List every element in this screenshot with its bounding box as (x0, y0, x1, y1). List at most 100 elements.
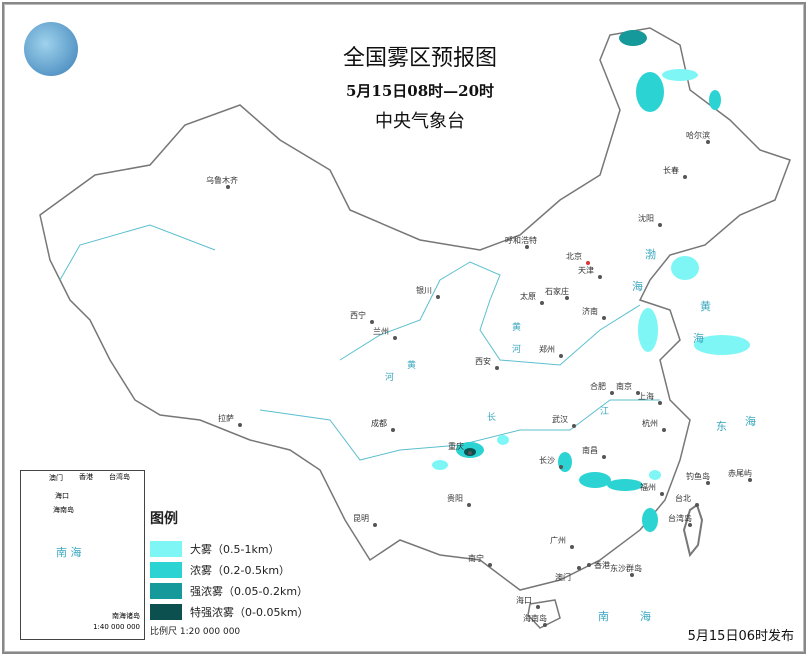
fog-area (636, 72, 664, 112)
city: 东沙群岛 (610, 563, 642, 577)
map-title-block: 全国雾区预报图 5月15日08时—20时 中央气象台 (300, 40, 540, 133)
inset-islands-label: 南海诸岛 (112, 612, 140, 620)
legend: 图例 大雾（0.5-1km） 浓雾（0.2-0.5km） 强浓雾（0.05-0.2k… (150, 508, 309, 637)
legend-item: 大雾（0.5-1km） (150, 538, 309, 559)
city: 乌鲁木齐 (206, 175, 238, 189)
city-dot (543, 623, 547, 627)
city-label: 南京 (616, 381, 632, 391)
city: 合肥 (590, 381, 614, 395)
water-label: 渤 (645, 248, 656, 261)
legend-label: 大雾（0.5-1km） (190, 542, 280, 556)
city-label: 东沙群岛 (610, 563, 642, 573)
legend-title: 图例 (150, 511, 178, 527)
city-dot (706, 481, 710, 485)
city-dot (238, 423, 242, 427)
city: 太原 (520, 291, 544, 305)
city-label: 长春 (663, 165, 679, 175)
city-dot (540, 301, 544, 305)
city-label: 济南 (582, 306, 598, 316)
city-label: 台北 (675, 493, 691, 503)
cma-logo (24, 22, 78, 76)
city-label: 长沙 (539, 455, 555, 465)
city-dot (467, 503, 471, 507)
fog-area (709, 90, 721, 110)
city-label: 贵阳 (447, 493, 463, 503)
map-title: 全国雾区预报图 (342, 46, 497, 71)
forecast-period: 5月15日08时—20时 (345, 82, 495, 100)
city-dot (570, 545, 574, 549)
city-label: 上海 (638, 391, 654, 401)
city-dot (658, 401, 662, 405)
inset-label: 香港 (79, 473, 93, 481)
city-label: 西安 (475, 356, 491, 366)
city: 广州 (550, 535, 574, 549)
city-dot (436, 295, 440, 299)
city: 台北 (675, 493, 699, 507)
city-dot (706, 140, 710, 144)
water-label: 江 (600, 406, 609, 417)
city-dot (660, 492, 664, 496)
city-label: 重庆 (448, 441, 464, 451)
city-label: 太原 (520, 291, 536, 301)
city-dot (536, 605, 540, 609)
inset-label: 澳门 (49, 474, 63, 482)
city-label: 沈阳 (638, 213, 654, 223)
legend-label: 特强浓雾（0-0.05km） (190, 605, 309, 619)
hainan-outline (527, 599, 561, 629)
water-label: 黄 (407, 359, 416, 371)
city-dot (565, 296, 569, 300)
city-label: 福州 (640, 483, 656, 492)
fog-area (432, 460, 448, 470)
fog-area (558, 452, 572, 472)
water-label: 海 (745, 414, 756, 428)
legend-label: 浓雾（0.2-0.5km） (190, 563, 291, 577)
city: 福州 (640, 483, 664, 496)
city: 香港 (587, 560, 610, 570)
city-label: 钓鱼岛 (686, 471, 710, 481)
city: 重庆 (448, 441, 472, 455)
city-label: 哈尔滨 (686, 130, 710, 140)
legend-swatch (150, 561, 182, 578)
city-label: 台湾岛 (668, 513, 692, 523)
city-dot (662, 428, 666, 432)
legend-label: 强浓雾（0.05-0.2km） (190, 584, 309, 598)
city-dot (683, 175, 687, 179)
tarim-river (59, 224, 216, 281)
city: 哈尔滨 (686, 130, 710, 144)
inset-label: 海南岛 (53, 506, 74, 514)
city: 武汉 (552, 414, 576, 428)
city-label: 香港 (594, 560, 610, 570)
city-dot (488, 563, 492, 567)
city: 长沙 (539, 455, 563, 469)
city: 郑州 (539, 344, 563, 358)
city-dot (373, 523, 377, 527)
fog-area (638, 308, 658, 352)
city: 济南 (582, 306, 606, 320)
water-label: 河 (512, 343, 521, 355)
city-label: 郑州 (539, 344, 555, 354)
city: 兰州 (373, 326, 397, 340)
city: 上海 (638, 391, 662, 405)
city: 钓鱼岛 (686, 471, 710, 485)
fog-area (579, 472, 611, 488)
city-dot (495, 366, 499, 370)
city: 杭州 (642, 418, 666, 432)
city-dot (636, 391, 640, 395)
inset-label: 海口 (55, 492, 69, 500)
city: 西安 (475, 356, 499, 370)
city: 昆明 (353, 514, 377, 527)
city-label: 乌鲁木齐 (206, 175, 238, 185)
city: 南京 (616, 381, 640, 395)
water-label: 海 (640, 609, 651, 623)
legend-swatch (150, 582, 182, 599)
water-label: 海 (693, 331, 704, 345)
city-dot (695, 503, 699, 507)
city: 澳门 (555, 566, 581, 582)
water-label: 海 (632, 279, 643, 293)
city: 呼和浩特 (505, 235, 537, 249)
city-label: 拉萨 (218, 413, 234, 423)
city-label: 澳门 (555, 572, 571, 582)
city-label: 南昌 (582, 445, 598, 455)
